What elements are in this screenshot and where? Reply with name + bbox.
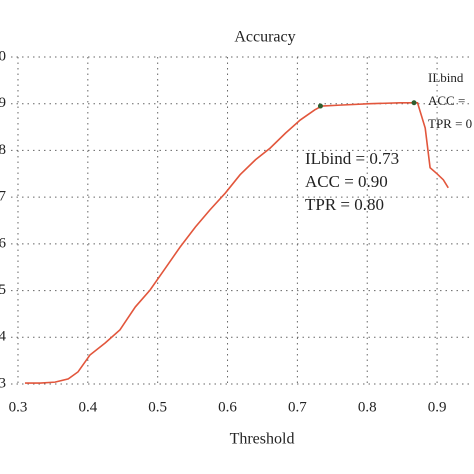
x-axis-label: Threshold	[230, 431, 295, 448]
y-tick-label: 0.3	[0, 375, 6, 391]
y-tick-label: 0.7	[0, 189, 7, 205]
annotation: ACC = 0.90	[305, 172, 388, 191]
annotation: ILbind	[428, 70, 464, 85]
chart-title: Accuracy	[234, 29, 295, 46]
marker	[317, 103, 323, 109]
y-tick-label: 0.6	[0, 235, 7, 251]
x-tick-label: 0.8	[358, 399, 377, 415]
annotation: TPR = 0.80	[305, 195, 384, 214]
annotation: ILbind = 0.73	[305, 149, 399, 168]
x-tick-label: 0.4	[78, 399, 97, 415]
x-tick-label: 0.3	[9, 399, 28, 415]
x-tick-label: 0.7	[288, 399, 307, 415]
y-tick-label: 0.5	[0, 282, 6, 298]
line	[24, 101, 449, 384]
y-tick-label: 0.4	[0, 329, 7, 345]
y-tick-label: 1.0	[0, 48, 6, 64]
y-tick-label: 0.8	[0, 142, 6, 158]
x-tick-label: 0.5	[148, 399, 167, 415]
annotation: TPR = 0	[428, 116, 472, 131]
annotation: ACC =	[428, 93, 465, 108]
x-tick-label: 0.6	[218, 399, 237, 415]
x-tick-label: 0.9	[428, 399, 447, 415]
marker	[411, 100, 417, 106]
y-tick-label: 0.9	[0, 95, 6, 111]
